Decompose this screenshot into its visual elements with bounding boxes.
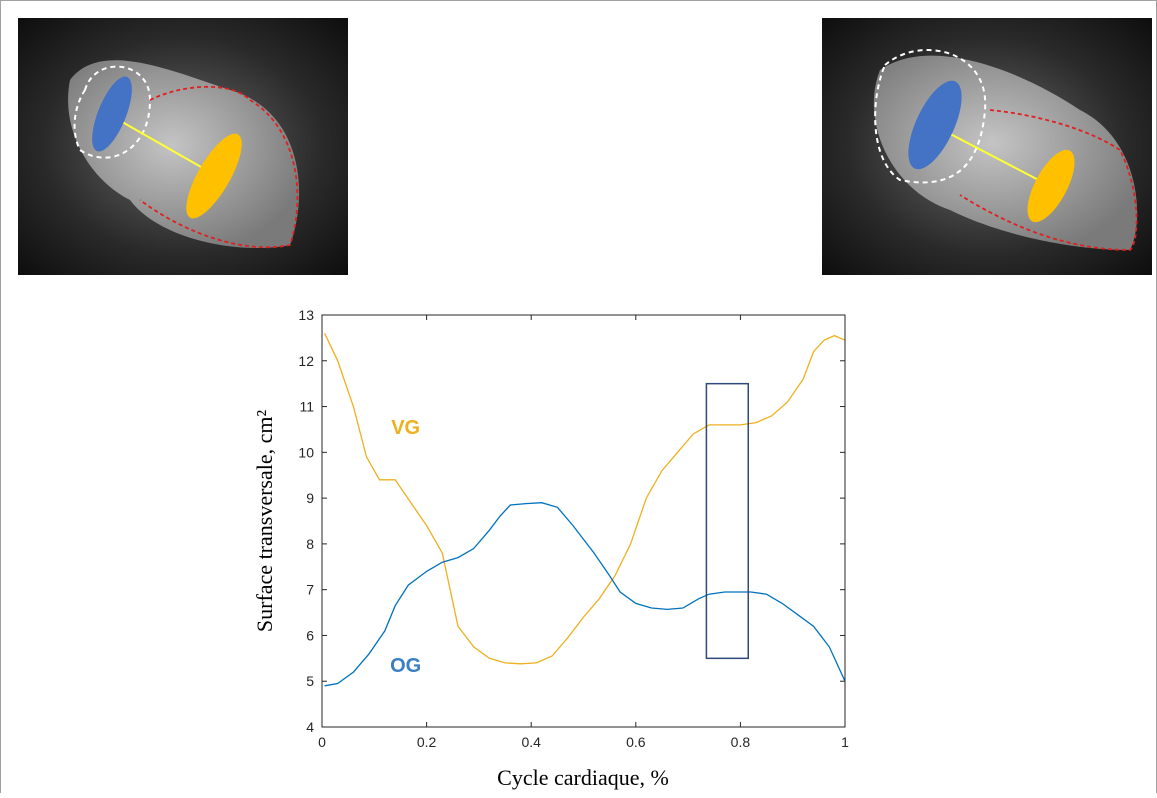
y-axis-label: Surface transversale, cm² — [252, 409, 277, 632]
series-label: VG — [391, 417, 420, 439]
highlight-box — [705, 382, 749, 660]
x-tick-label: 0.2 — [417, 734, 437, 750]
x-axis-label: Cycle cardiaque, % — [497, 765, 669, 790]
y-tick-label: 13 — [298, 307, 314, 323]
y-tick-label: 10 — [298, 444, 314, 460]
y-tick-label: 9 — [306, 490, 314, 506]
series-line — [324, 502, 846, 687]
y-tick-label: 8 — [306, 536, 314, 552]
y-tick-label: 7 — [306, 582, 314, 598]
plot-border — [321, 314, 846, 728]
y-tick-label: 11 — [299, 399, 314, 415]
y-tick-label: 5 — [306, 673, 314, 689]
x-tick-label: 0.6 — [626, 734, 646, 750]
y-tick-label: 4 — [306, 719, 314, 735]
plot-area — [322, 315, 845, 727]
x-tick-label: 1 — [841, 734, 849, 750]
y-tick-label: 12 — [298, 353, 314, 369]
mri-image-left — [18, 18, 348, 275]
x-tick-label: 0 — [318, 734, 326, 750]
y-tick-label: 6 — [306, 627, 314, 643]
mri-image-right — [822, 18, 1152, 275]
series-label: OG — [390, 655, 421, 677]
x-tick-label: 0.4 — [521, 734, 541, 750]
series-line — [324, 333, 846, 665]
x-tick-label: 0.8 — [731, 734, 751, 750]
